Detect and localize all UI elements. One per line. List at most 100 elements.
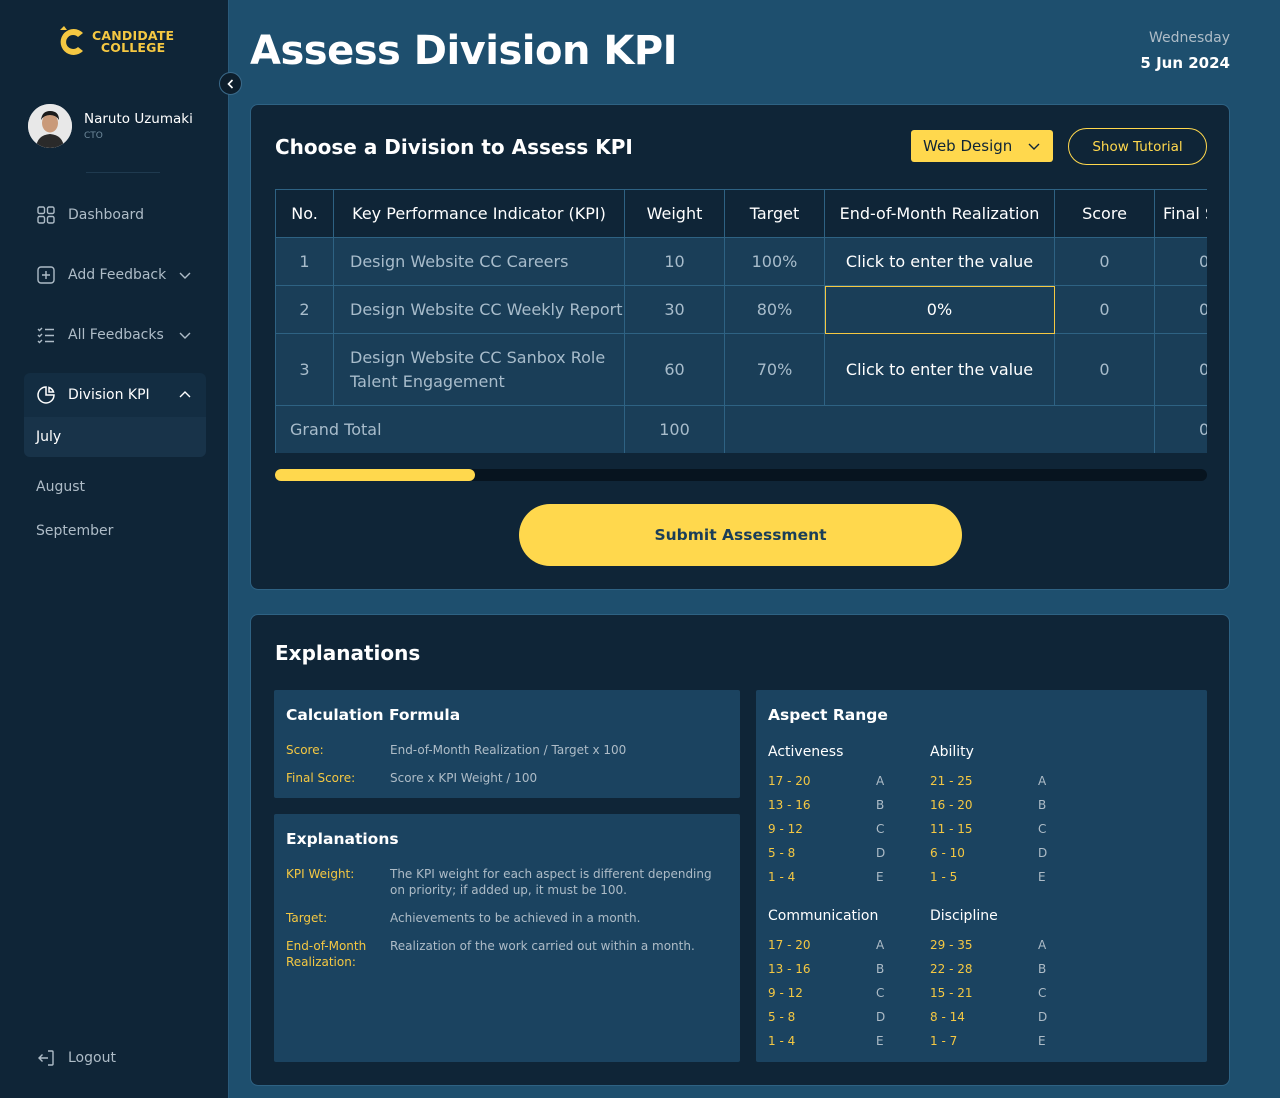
scrollbar-thumb[interactable] bbox=[275, 469, 475, 481]
sidebar-item-label: All Feedbacks bbox=[68, 327, 164, 343]
date-day: Wednesday bbox=[1148, 30, 1230, 46]
table-row: 3 Design Website CC Sanbox Role Talent E… bbox=[275, 333, 1207, 406]
aspect-group-heading: Activeness bbox=[768, 744, 844, 760]
chevron-down-icon[interactable] bbox=[178, 268, 192, 282]
user-profile[interactable]: Naruto Uzumaki CTO bbox=[28, 104, 193, 148]
range-grade: D bbox=[1038, 1010, 1048, 1024]
sidebar-subitem-august[interactable]: August bbox=[36, 479, 85, 495]
range-grade: C bbox=[876, 986, 885, 1000]
range-grade: B bbox=[876, 962, 885, 976]
range-value: 21 - 25 bbox=[930, 774, 973, 788]
sidebar-item-label: Dashboard bbox=[68, 207, 144, 223]
aspect-range-row: 1 - 7 E bbox=[930, 1034, 1050, 1048]
chevron-left-icon bbox=[226, 78, 233, 89]
range-grade: A bbox=[876, 774, 885, 788]
cell-score: 0 bbox=[1054, 285, 1155, 334]
range-grade: C bbox=[1038, 822, 1047, 836]
term-key: KPI Weight: bbox=[286, 867, 355, 881]
table-header-row: No. Key Performance Indicator (KPI) Weig… bbox=[275, 189, 1207, 238]
logout-label: Logout bbox=[68, 1050, 116, 1066]
logout-icon bbox=[38, 1050, 54, 1066]
column-header-weight: Weight bbox=[624, 189, 725, 238]
term-explanations-panel: Explanations KPI Weight: The KPI weight … bbox=[274, 814, 740, 1062]
logout-button[interactable]: Logout bbox=[36, 1048, 116, 1068]
add-square-icon bbox=[37, 266, 55, 284]
formula-item: Final Score: Score x KPI Weight / 100 bbox=[286, 770, 720, 786]
term-value: Achievements to be achieved in a month. bbox=[390, 911, 641, 925]
panel-title: Explanations bbox=[286, 830, 399, 848]
horizontal-scrollbar[interactable] bbox=[275, 469, 1207, 481]
realization-input[interactable]: Click to enter the value bbox=[824, 237, 1055, 286]
aspect-range-row: 17 - 20 A bbox=[768, 938, 888, 952]
sidebar-item-all-feedbacks[interactable]: All Feedbacks bbox=[24, 313, 206, 357]
range-grade: A bbox=[876, 938, 885, 952]
range-value: 9 - 12 bbox=[768, 986, 803, 1000]
aspect-group-heading: Ability bbox=[930, 744, 974, 760]
chevron-down-icon bbox=[1028, 143, 1040, 150]
range-value: 13 - 16 bbox=[768, 962, 811, 976]
aspect-range-row: 13 - 16 B bbox=[768, 962, 888, 976]
division-select[interactable]: Web Design bbox=[911, 130, 1053, 162]
panel-title: Calculation Formula bbox=[286, 706, 461, 724]
range-value: 6 - 10 bbox=[930, 846, 965, 860]
grand-total-label: Grand Total bbox=[275, 405, 625, 453]
range-grade: C bbox=[1038, 986, 1047, 1000]
aspect-range-row: 6 - 10 D bbox=[930, 846, 1050, 860]
sidebar-item-add-feedback[interactable]: Add Feedback bbox=[24, 253, 206, 297]
grand-total-empty bbox=[724, 405, 1155, 453]
column-header-no: No. bbox=[275, 189, 334, 238]
range-grade: E bbox=[876, 1034, 884, 1048]
range-grade: E bbox=[1038, 870, 1046, 884]
show-tutorial-button[interactable]: Show Tutorial bbox=[1068, 128, 1207, 165]
chevron-up-icon[interactable] bbox=[178, 388, 192, 402]
range-value: 15 - 21 bbox=[930, 986, 973, 1000]
page-title: Assess Division KPI bbox=[250, 28, 678, 74]
cell-no: 3 bbox=[275, 333, 334, 406]
formula-value: End-of-Month Realization / Target x 100 bbox=[390, 743, 627, 757]
aspect-group-heading: Discipline bbox=[930, 908, 998, 924]
realization-input[interactable]: 0% bbox=[824, 285, 1055, 334]
formula-key: Final Score: bbox=[286, 771, 356, 785]
range-grade: D bbox=[1038, 846, 1048, 860]
cell-kpi: Design Website CC Careers bbox=[333, 237, 625, 286]
column-header-final-score: Final Score bbox=[1154, 189, 1207, 238]
range-grade: C bbox=[876, 822, 885, 836]
term-value: Realization of the work carried out with… bbox=[390, 939, 695, 953]
aspect-range-row: 5 - 8 D bbox=[768, 1010, 888, 1024]
sidebar-item-division-kpi[interactable]: Division KPI bbox=[24, 373, 206, 417]
realization-input[interactable]: Click to enter the value bbox=[824, 333, 1055, 406]
kpi-table: No. Key Performance Indicator (KPI) Weig… bbox=[275, 189, 1207, 453]
kpi-assessment-card: Choose a Division to Assess KPI Web Desi… bbox=[250, 104, 1230, 590]
cell-no: 2 bbox=[275, 285, 334, 334]
range-value: 29 - 35 bbox=[930, 938, 973, 952]
grand-total-final: 0 bbox=[1154, 405, 1207, 453]
pie-chart-icon bbox=[37, 386, 55, 404]
range-value: 22 - 28 bbox=[930, 962, 973, 976]
brand-line-1: CANDIDATE bbox=[92, 28, 175, 43]
aspect-range-row: 15 - 21 C bbox=[930, 986, 1050, 1000]
submit-assessment-button[interactable]: Submit Assessment bbox=[519, 504, 962, 566]
range-grade: D bbox=[876, 1010, 886, 1024]
brand-logo[interactable]: CANDIDATE COLLEGE bbox=[56, 24, 174, 60]
cell-score: 0 bbox=[1054, 237, 1155, 286]
sidebar-item-label: Division KPI bbox=[68, 387, 150, 403]
chevron-down-icon[interactable] bbox=[178, 328, 192, 342]
aspect-range-row: 9 - 12 C bbox=[768, 822, 888, 836]
aspect-group-heading: Communication bbox=[768, 908, 879, 924]
aspect-range-row: 11 - 15 C bbox=[930, 822, 1050, 836]
division-select-value: Web Design bbox=[923, 137, 1013, 155]
range-grade: E bbox=[1038, 1034, 1046, 1048]
range-value: 16 - 20 bbox=[930, 798, 973, 812]
sidebar-item-dashboard[interactable]: Dashboard bbox=[24, 193, 206, 237]
sidebar-subitem-july[interactable]: July bbox=[24, 417, 206, 457]
sidebar-subitem-september[interactable]: September bbox=[36, 523, 114, 539]
cell-weight: 60 bbox=[624, 333, 725, 406]
collapse-sidebar-button[interactable] bbox=[219, 72, 242, 95]
user-name: Naruto Uzumaki bbox=[84, 111, 193, 127]
range-grade: D bbox=[876, 846, 886, 860]
term-item: End-of-Month Realization: Realization of… bbox=[286, 938, 720, 970]
user-photo-icon bbox=[28, 104, 72, 148]
formula-item: Score: End-of-Month Realization / Target… bbox=[286, 742, 720, 758]
kpi-table-container[interactable]: No. Key Performance Indicator (KPI) Weig… bbox=[275, 189, 1207, 453]
column-header-realization: End-of-Month Realization bbox=[824, 189, 1055, 238]
